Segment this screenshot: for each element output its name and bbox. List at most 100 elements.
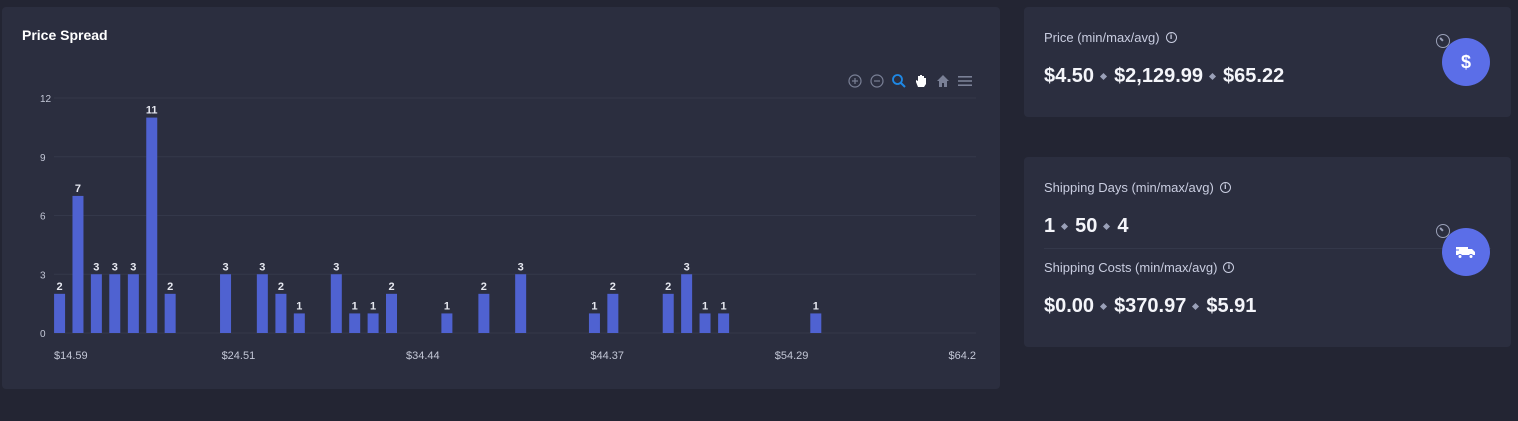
bar	[54, 293, 66, 333]
bar	[90, 274, 102, 333]
shipping-days-min: 1	[1044, 215, 1056, 237]
bar-data-label: 3	[684, 261, 690, 273]
shipping-costs-max: $370.97	[1114, 295, 1187, 317]
bar-data-label: 3	[93, 261, 99, 273]
bar	[515, 274, 527, 333]
y-tick-label: 12	[40, 94, 52, 105]
shipping-days-label-row: Shipping Days (min/max/avg) i	[1044, 180, 1231, 195]
bar	[220, 274, 232, 333]
x-tick-label: $24.51	[222, 350, 256, 362]
chart-title: Price Spread	[22, 27, 108, 43]
zoom-out-icon[interactable]	[868, 72, 886, 90]
bar-data-label: 1	[296, 300, 302, 312]
y-tick-label: 3	[40, 270, 46, 281]
price-label-row: Price (min/max/avg) i	[1044, 30, 1177, 45]
bar-data-label: 1	[591, 300, 597, 312]
shipping-days-avg: 4	[1117, 215, 1129, 237]
pan-icon[interactable]	[912, 72, 930, 90]
shipping-costs-values: $0.00 $370.97 $5.91	[1044, 295, 1256, 318]
x-tick-label: $44.37	[590, 350, 624, 362]
separator-icon	[1209, 73, 1217, 81]
shipping-costs-min: $0.00	[1044, 295, 1095, 317]
truck-icon	[1442, 228, 1490, 276]
x-tick-label: $54.29	[775, 350, 809, 362]
price-stat-card: Price (min/max/avg) i $4.50 $2,129.99 $6…	[1024, 7, 1511, 117]
bar-data-label: 1	[813, 300, 819, 312]
bar-data-label: 2	[167, 281, 173, 293]
bar-data-label: 2	[610, 281, 616, 293]
bar	[607, 293, 619, 333]
bar	[72, 195, 84, 333]
bar-data-label: 1	[721, 300, 727, 312]
shipping-costs-label: Shipping Costs (min/max/avg)	[1044, 260, 1218, 275]
history-icon[interactable]	[1436, 224, 1450, 238]
bar	[681, 274, 693, 333]
info-icon[interactable]: i	[1165, 32, 1177, 43]
bar	[662, 293, 674, 333]
bar	[146, 117, 158, 333]
bar	[293, 313, 305, 333]
bar-data-label: 2	[665, 281, 671, 293]
info-icon[interactable]: i	[1219, 182, 1231, 193]
separator-icon	[1100, 73, 1108, 81]
separator-icon	[1100, 303, 1108, 311]
price-max: $2,129.99	[1114, 65, 1204, 87]
separator-icon	[1103, 223, 1111, 231]
zoom-select-icon[interactable]	[890, 72, 908, 90]
reset-home-icon[interactable]	[934, 72, 952, 90]
bar-data-label: 2	[481, 281, 487, 293]
shipping-days-label: Shipping Days (min/max/avg)	[1044, 180, 1214, 195]
price-spread-card: Price Spread 0 3 6 9 12 $14.59 $24.51 $34.44 $44…	[2, 7, 1000, 389]
separator-icon	[1061, 223, 1069, 231]
bar	[367, 313, 379, 333]
bar-data-label: 1	[352, 300, 358, 312]
bar-data-label: 7	[75, 183, 81, 195]
dollar-icon: $	[1442, 38, 1490, 86]
shipping-costs-avg: $5.91	[1206, 295, 1257, 317]
x-tick-label: $34.44	[406, 350, 440, 362]
history-icon[interactable]	[1436, 34, 1450, 48]
bar-data-label: 3	[333, 261, 339, 273]
bar-data-label: 1	[444, 300, 450, 312]
bar-data-label: 3	[259, 261, 265, 273]
bar-data-label: 3	[222, 261, 228, 273]
bar	[109, 274, 121, 333]
y-tick-label: 6	[40, 212, 46, 223]
bar-data-label: 2	[388, 281, 394, 293]
bar-data-label: 3	[130, 261, 136, 273]
bar	[588, 313, 600, 333]
bar-data-label: 3	[518, 261, 524, 273]
bar	[349, 313, 361, 333]
shipping-stat-card: Shipping Days (min/max/avg) i 1 50 4 Shi…	[1024, 157, 1511, 347]
bar	[164, 293, 176, 333]
price-avg: $65.22	[1223, 65, 1285, 87]
bar	[810, 313, 822, 333]
bar-data-label: 1	[370, 300, 376, 312]
bar	[330, 274, 342, 333]
bar	[718, 313, 730, 333]
bar	[256, 274, 268, 333]
info-icon[interactable]: i	[1223, 262, 1235, 273]
bar	[127, 274, 139, 333]
bar	[441, 313, 453, 333]
bar	[275, 293, 287, 333]
chart-toolbar	[846, 72, 974, 90]
x-tick-label: $14.59	[54, 350, 88, 362]
shipping-days-max: 50	[1075, 215, 1098, 237]
bar-data-label: 1	[702, 300, 708, 312]
y-tick-label: 9	[40, 153, 46, 164]
menu-icon[interactable]	[956, 72, 974, 90]
shipping-costs-label-row: Shipping Costs (min/max/avg) i	[1044, 260, 1235, 275]
price-values: $4.50 $2,129.99 $65.22	[1044, 65, 1284, 88]
bar	[478, 293, 490, 333]
y-tick-label: 0	[40, 329, 46, 340]
bar-data-label: 3	[112, 261, 118, 273]
zoom-in-icon[interactable]	[846, 72, 864, 90]
bar	[699, 313, 711, 333]
price-label: Price (min/max/avg)	[1044, 30, 1160, 45]
bar-data-label: 2	[278, 281, 284, 293]
divider	[1044, 248, 1491, 249]
x-tick-label: $64.2	[948, 350, 976, 362]
price-min: $4.50	[1044, 65, 1095, 87]
